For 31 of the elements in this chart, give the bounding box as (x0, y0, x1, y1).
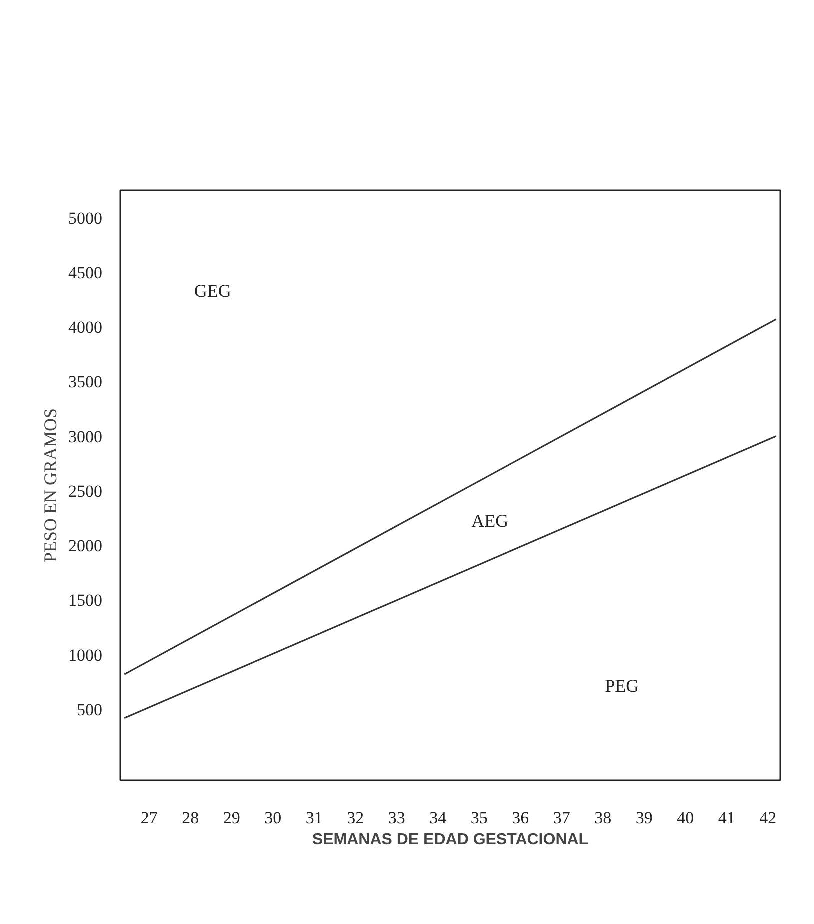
x-tick-label: 37 (553, 808, 571, 828)
x-tick-label: 41 (718, 808, 736, 828)
x-tick-label: 40 (677, 808, 694, 828)
x-tick-label: 29 (223, 808, 240, 828)
y-tick-label: 3000 (68, 427, 102, 446)
y-tick-label: 1500 (68, 591, 102, 610)
y-tick-label: 2500 (68, 482, 102, 501)
x-tick-label: 33 (388, 808, 406, 828)
annotation: AEG (472, 510, 509, 531)
x-tick-label: 42 (760, 808, 777, 828)
x-tick-label: 30 (264, 808, 282, 828)
annotation: PEG (605, 676, 640, 696)
x-tick-label: 34 (430, 808, 448, 828)
x-tick-label: 35 (470, 808, 488, 828)
x-tick-label: 28 (182, 808, 200, 828)
x-tick-label: 36 (512, 808, 530, 828)
x-tick-label: 39 (636, 808, 653, 828)
x-tick-label: 38 (594, 808, 612, 828)
y-tick-label: 3500 (68, 372, 102, 392)
x-tick-label: 31 (306, 808, 323, 828)
x-tick-label: 32 (347, 808, 364, 828)
y-tick-label: 4000 (68, 318, 102, 338)
x-tick-label: 27 (140, 808, 158, 828)
y-tick-label: 5000 (68, 208, 102, 228)
x-axis-title: SEMANAS DE EDAD GESTACIONAL (312, 832, 589, 848)
y-tick-label: 500 (77, 700, 102, 720)
y-tick-label: 2000 (68, 536, 102, 556)
y-tick-label: 1000 (68, 646, 102, 665)
annotation: GEG (194, 280, 232, 301)
y-tick-label: 4500 (68, 263, 102, 282)
y-axis-title: PESO EN GRAMOS (40, 408, 60, 563)
